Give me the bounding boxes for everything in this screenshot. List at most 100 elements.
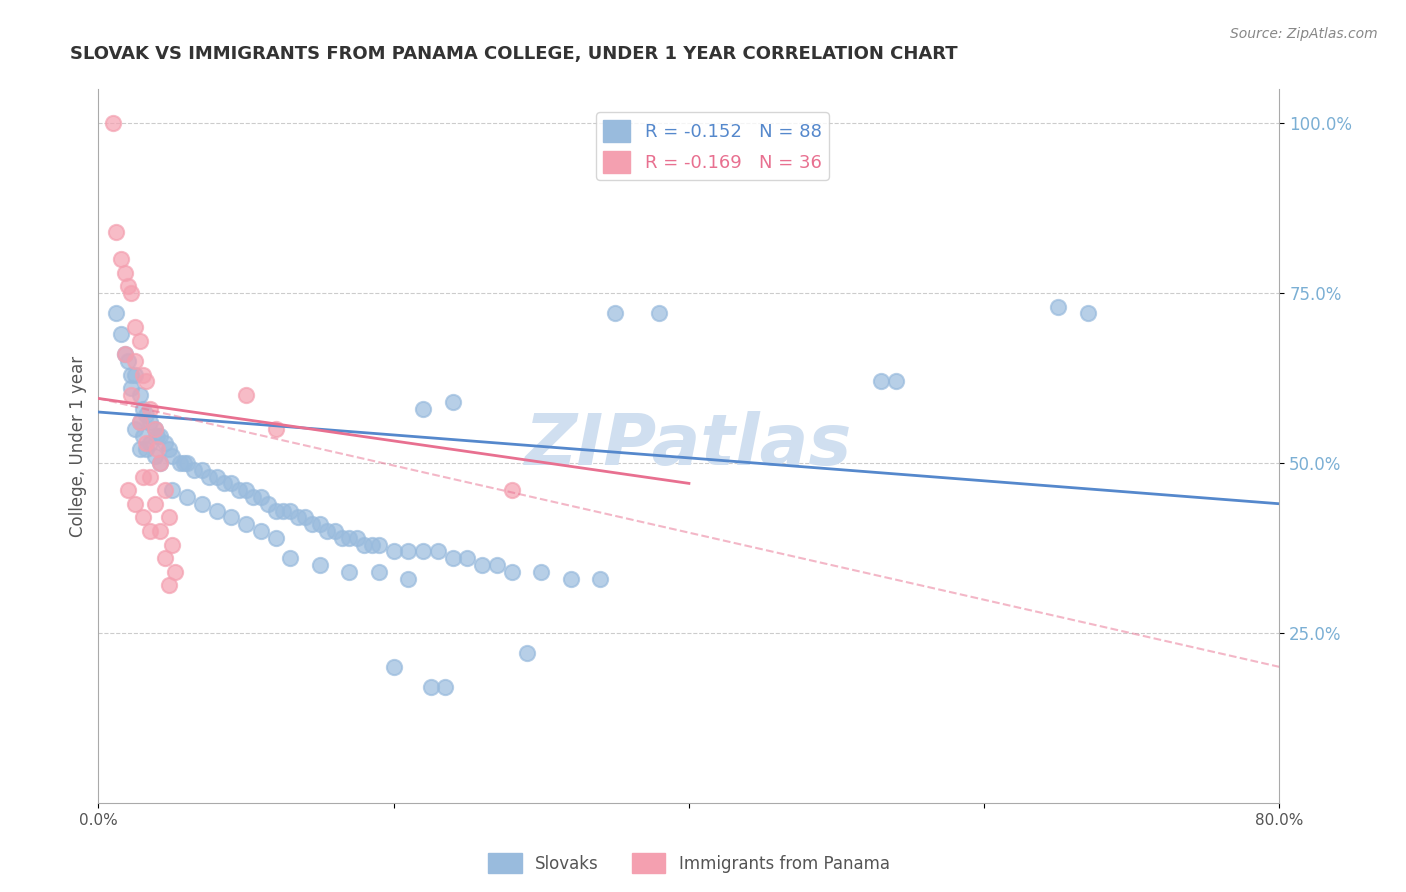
- Point: [235, 517, 257, 532]
- Point: [396, 544, 419, 558]
- Point: [264, 503, 287, 517]
- Point: [128, 415, 150, 429]
- Point: [120, 286, 142, 301]
- Point: [157, 578, 180, 592]
- Point: [128, 442, 150, 457]
- Point: [501, 483, 523, 498]
- Point: [128, 415, 150, 429]
- Point: [117, 483, 139, 498]
- Point: [330, 531, 353, 545]
- Point: [412, 401, 434, 416]
- Point: [353, 537, 375, 551]
- Point: [143, 422, 166, 436]
- Point: [250, 524, 273, 538]
- Point: [191, 497, 214, 511]
- Point: [228, 483, 250, 498]
- Point: [132, 368, 155, 382]
- Point: [360, 537, 382, 551]
- Point: [110, 326, 132, 341]
- Point: [162, 449, 183, 463]
- Point: [427, 544, 450, 558]
- Point: [132, 510, 155, 524]
- Point: [146, 429, 169, 443]
- Point: [165, 565, 187, 579]
- Point: [869, 375, 891, 389]
- Point: [132, 401, 155, 416]
- Point: [114, 266, 136, 280]
- Text: Source: ZipAtlas.com: Source: ZipAtlas.com: [1230, 27, 1378, 41]
- Point: [250, 490, 273, 504]
- Point: [169, 456, 191, 470]
- Point: [139, 469, 162, 483]
- Point: [368, 565, 391, 579]
- Point: [205, 469, 228, 483]
- Point: [120, 368, 142, 382]
- Point: [139, 415, 162, 429]
- Point: [1077, 306, 1099, 320]
- Point: [124, 497, 146, 511]
- Point: [441, 551, 464, 566]
- Point: [124, 320, 146, 334]
- Point: [441, 394, 464, 409]
- Point: [105, 306, 128, 320]
- Point: [589, 572, 612, 586]
- Point: [149, 429, 172, 443]
- Point: [128, 388, 150, 402]
- Point: [219, 476, 242, 491]
- Point: [114, 347, 136, 361]
- Point: [157, 510, 180, 524]
- Point: [105, 225, 128, 239]
- Point: [301, 517, 323, 532]
- Point: [117, 354, 139, 368]
- Point: [153, 551, 176, 566]
- Point: [117, 279, 139, 293]
- Point: [135, 375, 157, 389]
- Point: [648, 306, 671, 320]
- Point: [153, 435, 176, 450]
- Point: [515, 646, 537, 660]
- Point: [486, 558, 509, 572]
- Point: [264, 422, 287, 436]
- Point: [434, 680, 457, 694]
- Point: [278, 503, 302, 517]
- Point: [124, 422, 146, 436]
- Point: [419, 680, 441, 694]
- Point: [205, 503, 228, 517]
- Point: [128, 334, 150, 348]
- Point: [132, 469, 155, 483]
- Point: [103, 116, 125, 130]
- Point: [396, 572, 419, 586]
- Point: [235, 388, 257, 402]
- Point: [278, 551, 302, 566]
- Point: [316, 524, 339, 538]
- Point: [382, 660, 405, 674]
- Point: [176, 490, 198, 504]
- Point: [143, 497, 166, 511]
- Point: [309, 517, 332, 532]
- Point: [242, 490, 264, 504]
- Point: [264, 531, 287, 545]
- Point: [135, 435, 157, 450]
- Point: [257, 497, 280, 511]
- Point: [530, 565, 553, 579]
- Point: [456, 551, 478, 566]
- Point: [294, 510, 316, 524]
- Text: ZIPatlas: ZIPatlas: [526, 411, 852, 481]
- Point: [346, 531, 368, 545]
- Point: [309, 558, 332, 572]
- Point: [149, 524, 172, 538]
- Point: [153, 483, 176, 498]
- Point: [198, 469, 221, 483]
- Point: [212, 476, 235, 491]
- Point: [287, 510, 309, 524]
- Point: [120, 381, 142, 395]
- Point: [412, 544, 434, 558]
- Point: [1046, 300, 1069, 314]
- Point: [149, 456, 172, 470]
- Point: [114, 347, 136, 361]
- Point: [157, 442, 180, 457]
- Point: [110, 252, 132, 266]
- Point: [382, 544, 405, 558]
- Point: [124, 354, 146, 368]
- Point: [176, 456, 198, 470]
